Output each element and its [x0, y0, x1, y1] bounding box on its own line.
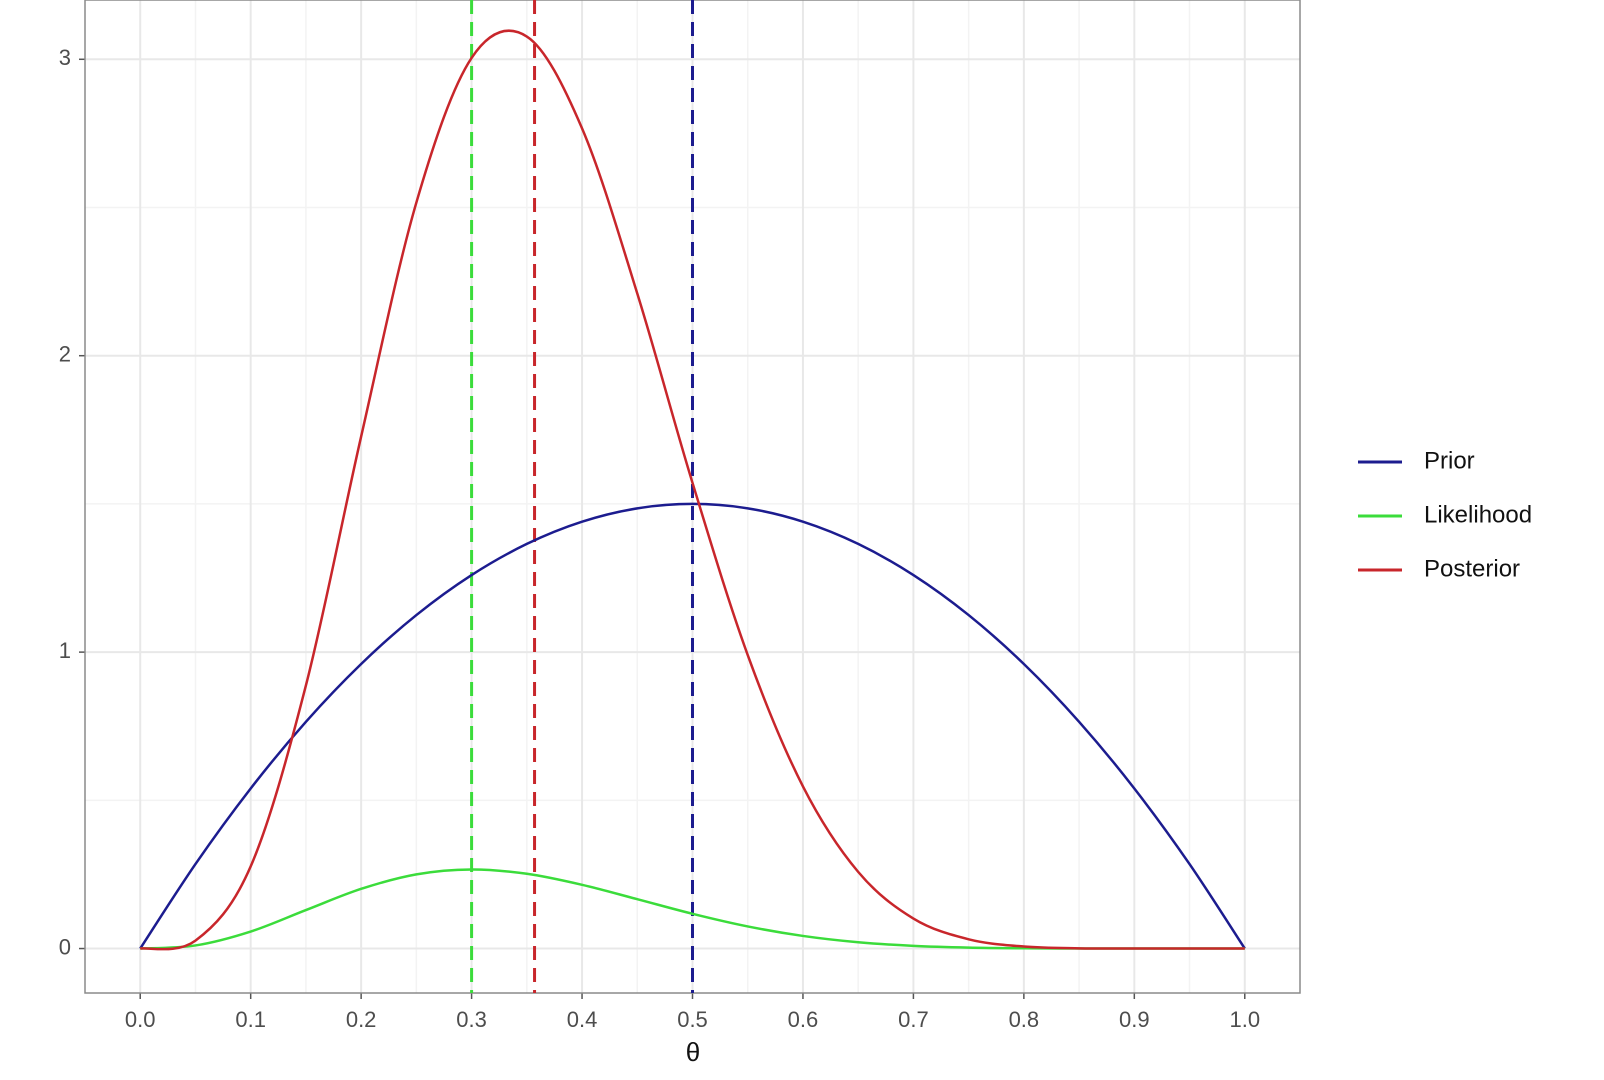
- y-tick-label: 0: [59, 934, 71, 959]
- legend-label: Prior: [1424, 447, 1475, 474]
- x-tick-label: 0.0: [125, 1007, 156, 1032]
- x-tick-label: 0.5: [677, 1007, 708, 1032]
- x-tick-label: 0.4: [567, 1007, 598, 1032]
- legend-label: Posterior: [1424, 555, 1520, 582]
- x-tick-label: 0.1: [235, 1007, 266, 1032]
- x-tick-label: 0.3: [456, 1007, 487, 1032]
- x-axis-title: θ: [686, 1037, 700, 1067]
- series-line: [140, 29, 1245, 951]
- y-tick-label: 2: [59, 342, 71, 367]
- series-line: [139, 502, 1246, 950]
- legend-label: Likelihood: [1424, 501, 1532, 528]
- x-tick-label: 0.8: [1009, 1007, 1040, 1032]
- x-tick-label: 0.7: [898, 1007, 929, 1032]
- x-tick-label: 1.0: [1229, 1007, 1260, 1032]
- x-tick-label: 0.6: [788, 1007, 819, 1032]
- x-tick-label: 0.2: [346, 1007, 377, 1032]
- x-tick-label: 0.9: [1119, 1007, 1150, 1032]
- y-tick-label: 3: [59, 45, 71, 70]
- y-tick-label: 1: [59, 638, 71, 663]
